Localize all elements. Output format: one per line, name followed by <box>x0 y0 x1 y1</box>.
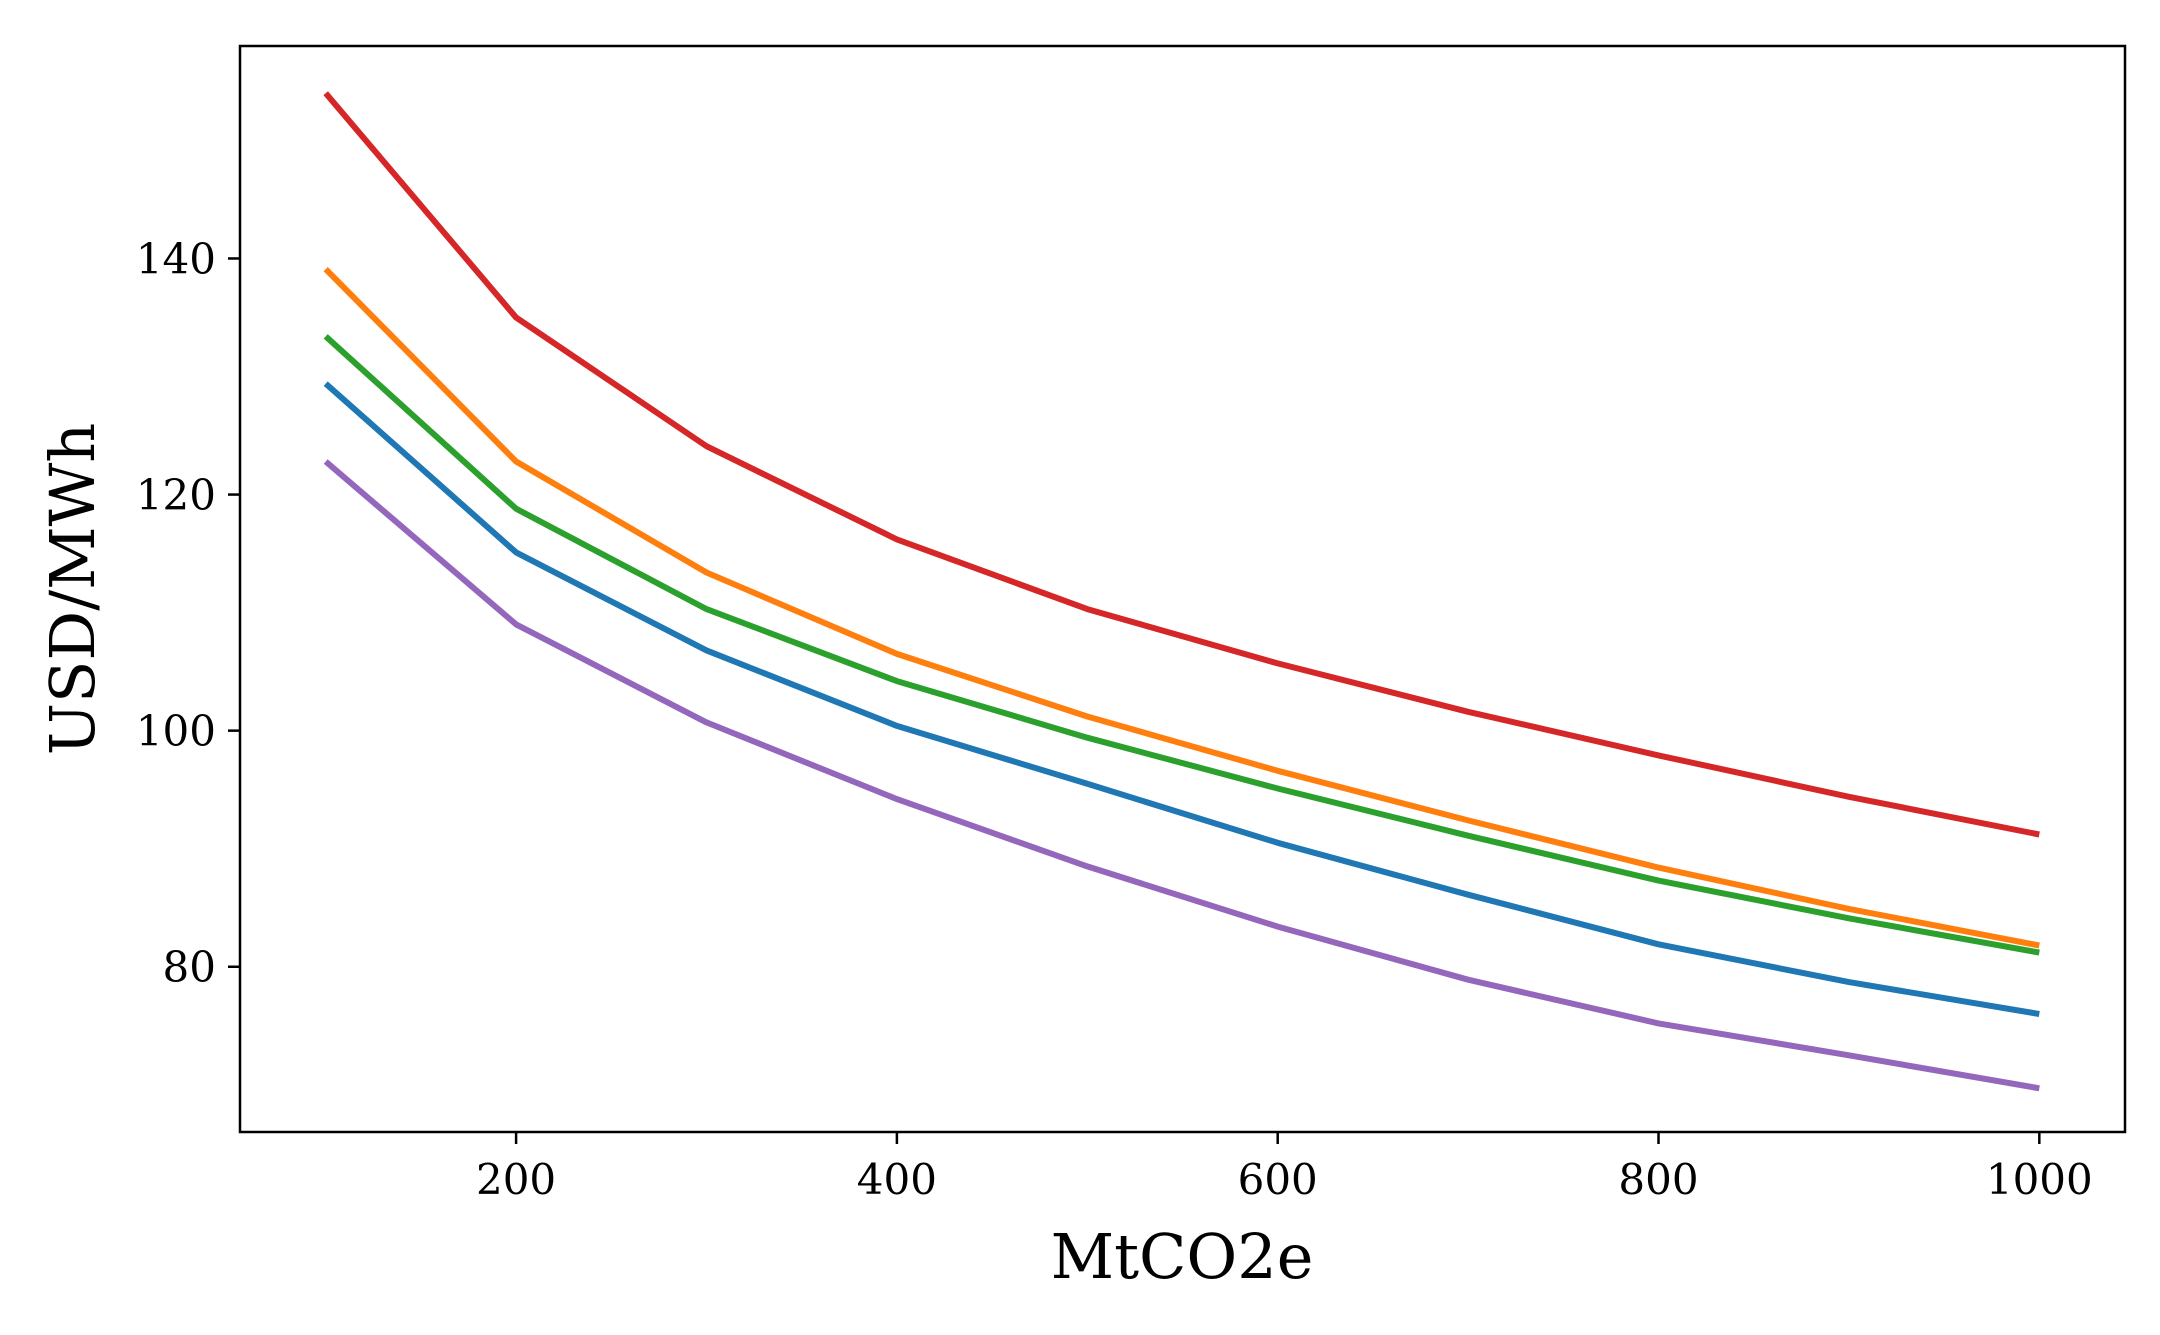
series-blue-line <box>323 381 2040 1017</box>
series-green-line <box>323 334 2040 956</box>
x-tick-label: 1000 <box>1986 1155 2093 1204</box>
y-tick-label: 80 <box>163 943 216 992</box>
x-tick-label: 600 <box>1238 1155 1318 1204</box>
x-tick-label: 400 <box>857 1155 937 1204</box>
x-tick-label: 200 <box>476 1155 556 1204</box>
y-tick-label: 120 <box>136 471 216 520</box>
x-axis-label: MtCO2e <box>1051 1220 1314 1293</box>
y-tick-label: 140 <box>136 234 216 283</box>
series-orange-line <box>323 266 2040 949</box>
x-tick-label: 800 <box>1618 1155 1698 1204</box>
y-tick-label: 100 <box>136 707 216 756</box>
series-red-line <box>323 91 2040 838</box>
y-axis-label: USD/MWh <box>36 423 109 755</box>
plot-frame <box>238 44 2127 1134</box>
series-purple-line <box>323 459 2040 1092</box>
